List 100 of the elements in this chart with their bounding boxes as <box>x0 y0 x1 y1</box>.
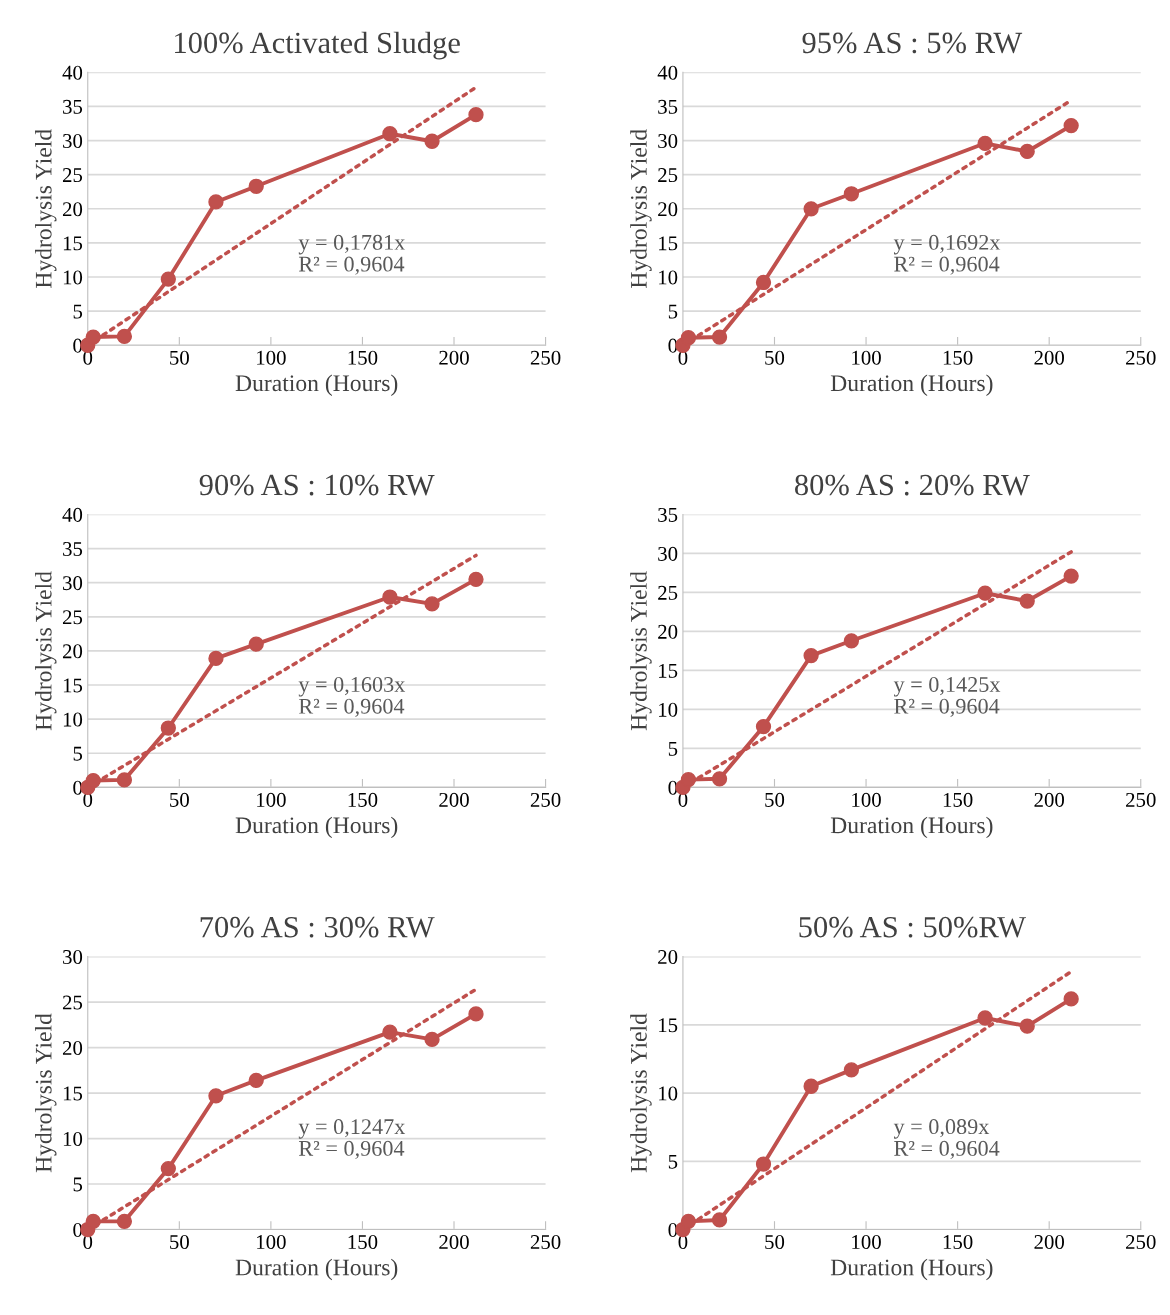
y-tick-label: 15 <box>63 678 83 693</box>
y-tick-label: 20 <box>658 202 678 217</box>
point <box>1019 143 1035 160</box>
point <box>116 328 133 345</box>
y-tick-label: 25 <box>658 168 678 183</box>
y-tick-label: 25 <box>658 585 678 600</box>
point <box>85 772 101 789</box>
y-tick-label: 30 <box>63 133 83 148</box>
point <box>382 589 398 605</box>
point <box>711 771 728 787</box>
point <box>1019 593 1035 609</box>
x-tick-label: 150 <box>348 1234 378 1250</box>
x-tick-label: 50 <box>765 350 785 365</box>
y-tick-label: 5 <box>73 304 83 319</box>
annotation: y = 0,1247x R² = 0,9604 <box>298 1119 406 1160</box>
point <box>680 330 697 346</box>
y-tick-label: 5 <box>668 1154 678 1169</box>
y-tick-label: 15 <box>659 236 678 251</box>
y-tick-label: 20 <box>62 644 83 659</box>
point <box>160 1160 176 1177</box>
point <box>977 135 993 151</box>
x-tick-label: 100 <box>852 1234 881 1250</box>
point <box>680 1213 697 1229</box>
y-tick-label: 5 <box>668 304 678 319</box>
point <box>248 1072 264 1088</box>
point <box>711 329 728 345</box>
x-axis-title: Duration (Hours) <box>235 374 398 396</box>
x-tick-label: 150 <box>943 792 973 807</box>
x-tick-label: 100 <box>852 350 881 365</box>
point <box>1063 568 1079 584</box>
y-tick-label: 15 <box>659 1018 678 1033</box>
x-tick-label: 50 <box>170 792 189 807</box>
y-tick-label: 40 <box>62 65 83 80</box>
y-tick-label: 10 <box>63 270 83 285</box>
chart-title: 100% Activated Sludge <box>175 31 460 60</box>
y-tick-label: 10 <box>659 702 678 717</box>
point <box>1019 1018 1035 1034</box>
chart-title: 70% AS : 30% RW <box>200 916 435 938</box>
x-tick-label: 250 <box>1126 1234 1156 1250</box>
y-tick-label: 25 <box>62 168 83 183</box>
point <box>116 772 133 788</box>
y-axis-title: Hydrolysis Yield <box>630 571 652 731</box>
point <box>160 271 176 287</box>
annotation: y = 0,089x R² = 0,9604 <box>893 1119 1000 1160</box>
point <box>248 636 264 652</box>
annotation: y = 0,1692x R² = 0,9604 <box>893 234 1001 275</box>
x-axis-title: Duration (Hours) <box>830 1258 993 1281</box>
point <box>468 571 484 587</box>
chart-title: 95% AS : 5% RW <box>802 32 1023 54</box>
point <box>803 201 819 217</box>
x-tick-label: 150 <box>943 1234 973 1250</box>
point <box>116 1213 133 1229</box>
y-tick-label: 35 <box>63 542 83 557</box>
point <box>843 633 860 649</box>
annotation: y = 0,1603x R² = 0,9604 <box>298 676 406 717</box>
y-tick-label: 25 <box>62 995 83 1010</box>
y-tick-label: 10 <box>63 1131 83 1146</box>
chart-title: 50% AS : 50%RW <box>799 916 1026 938</box>
point <box>424 596 440 612</box>
x-tick-label: 200 <box>1034 350 1065 365</box>
x-tick-label: 200 <box>439 1234 469 1250</box>
point <box>208 650 224 667</box>
y-tick-label: 30 <box>63 576 83 591</box>
point <box>208 194 224 210</box>
y-axis-title: Hydrolysis Yield <box>35 571 57 731</box>
point <box>755 1156 772 1172</box>
x-axis-title: Duration (Hours) <box>830 374 993 396</box>
y-tick-label: 20 <box>658 624 678 639</box>
x-axis-title: Duration (Hours) <box>830 816 993 839</box>
x-tick-label: 100 <box>257 1234 286 1250</box>
point <box>680 771 697 788</box>
x-tick-label: 150 <box>348 792 378 807</box>
x-tick-label: 150 <box>348 350 378 365</box>
x-axis-title: Duration (Hours) <box>235 1258 398 1281</box>
x-tick-label: 250 <box>530 1234 561 1250</box>
y-tick-label: 35 <box>63 99 83 114</box>
point <box>1063 991 1079 1007</box>
point <box>803 647 819 664</box>
point <box>468 106 484 123</box>
point <box>711 1212 728 1228</box>
x-tick-label: 200 <box>1034 1234 1065 1250</box>
y-tick-label: 15 <box>63 1086 83 1101</box>
y-tick-label: 35 <box>658 507 678 522</box>
x-tick-label: 250 <box>1126 792 1156 807</box>
y-axis-title: Hydrolysis Yield <box>630 129 652 289</box>
y-axis-title: Hydrolysis Yield <box>35 129 57 289</box>
y-tick-label: 10 <box>63 712 83 727</box>
y-tick-label: 40 <box>62 507 83 522</box>
point <box>382 1024 398 1040</box>
x-tick-label: 50 <box>170 1234 189 1250</box>
x-tick-label: 200 <box>439 792 469 807</box>
x-tick-label: 50 <box>170 350 189 365</box>
y-tick-label: 30 <box>63 949 83 965</box>
y-tick-label: 40 <box>657 65 678 80</box>
annotation: y = 0,1781x R² = 0,9604 <box>298 234 406 275</box>
y-tick-label: 10 <box>659 1086 678 1101</box>
y-tick-label: 30 <box>658 133 678 148</box>
point <box>755 718 772 735</box>
point <box>1063 117 1079 134</box>
x-tick-label: 250 <box>530 350 561 365</box>
